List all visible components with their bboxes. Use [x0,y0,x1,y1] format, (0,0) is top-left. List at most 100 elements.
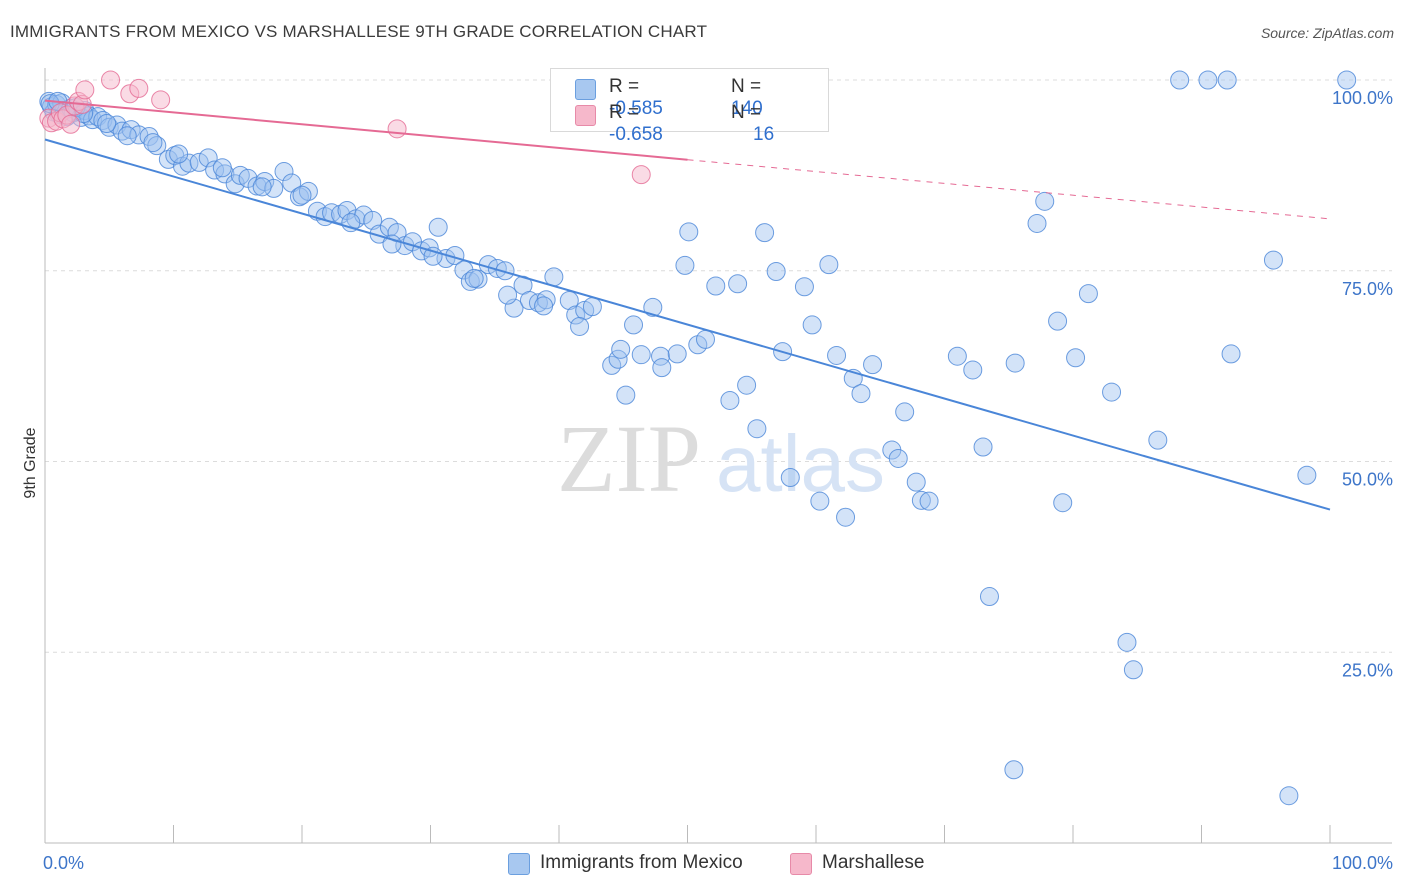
data-point [198,148,218,168]
data-point [189,152,209,172]
y-tick-label: 75.0% [1342,279,1393,299]
source-label: Source: ZipAtlas.com [1260,25,1394,41]
data-point [534,296,554,316]
data-point [1117,632,1137,652]
data-point [679,222,699,242]
data-point [1027,213,1047,233]
legend-n-value: 16 [753,124,775,145]
grid-lines [45,79,1392,653]
data-point [1221,344,1241,364]
legend-swatch-marshallese [575,105,596,126]
data-point [643,297,663,317]
data-point [151,90,171,110]
data-point [780,468,800,488]
data-point [888,448,908,468]
data-point [528,293,548,313]
data-point [728,274,748,294]
data-point [851,384,871,404]
data-point [979,587,999,607]
trend-line [44,99,688,161]
data-point [1048,311,1068,331]
data-point [1148,430,1168,450]
series-1-points [39,70,651,185]
data-point [706,276,726,296]
data-point [107,115,127,135]
data-point [819,255,839,275]
data-point [117,126,137,146]
data-point [495,261,515,281]
data-point [1123,660,1143,680]
data-point [695,329,715,349]
x-tick-label: 0.0% [43,853,84,873]
series-label-marshallese: Marshallese [822,852,925,873]
data-point [566,305,586,325]
data-point [1170,70,1190,90]
y-tick-label: 100.0% [1332,88,1393,108]
data-point [582,297,602,317]
legend-swatch-mexico [575,79,596,100]
data-point [631,165,651,185]
axes [44,68,1392,844]
data-point [1078,284,1098,304]
data-point [498,285,518,305]
data-point [75,80,95,100]
data-point [611,339,631,359]
watermark-zip: ZIP [557,405,701,512]
data-point [794,277,814,297]
data-point [1198,70,1218,90]
data-point [631,345,651,365]
data-point [616,385,636,405]
data-point [212,158,232,178]
data-point [1005,353,1025,373]
data-point [827,345,847,365]
series-legend: Immigrants from Mexico Marshallese [0,851,1406,877]
data-point [747,419,767,439]
legend-r-value: -0.658 [609,124,663,145]
data-point [1263,250,1283,270]
trend-line-extension [687,159,1331,220]
data-point [387,119,407,139]
data-point [766,262,786,282]
watermark: ZIP atlas [557,405,885,512]
data-point [487,258,507,278]
data-point [169,144,189,164]
data-point [895,402,915,422]
series-0-points [39,70,1357,806]
data-point [1066,348,1086,368]
data-point [973,437,993,457]
data-point [61,114,81,134]
data-point [1102,382,1122,402]
legend-r-label: R = [609,102,640,123]
data-point [652,358,672,378]
data-point [1217,70,1237,90]
x-tick-label: 100.0% [1332,853,1393,873]
data-point [810,491,830,511]
data-point [963,360,983,380]
legend-n-value: 140 [731,98,763,119]
data-point [720,390,740,410]
data-point [737,375,757,395]
data-point [675,255,695,275]
y-tick-label: 25.0% [1342,660,1393,680]
data-point [1279,786,1299,806]
data-point [252,177,272,197]
data-point [570,316,590,336]
data-point [464,268,484,288]
data-point [274,162,294,182]
data-point [205,160,225,180]
data-point [906,472,926,492]
data-point [292,185,312,205]
legend-n-label: N = [731,102,762,123]
data-point [919,491,939,511]
data-point [1004,760,1024,780]
y-axis-label: 9th Grade [22,427,39,498]
series-swatch-mexico [508,853,530,875]
legend-n-label: N = [731,76,762,97]
data-point [101,70,121,90]
data-point [147,136,167,156]
tick-labels: 100.0% 75.0% 50.0% 25.0% 0.0% 100.0% [43,88,1393,873]
y-tick-label: 50.0% [1342,470,1393,490]
legend-r-value: -0.585 [609,98,663,119]
stats-legend: R = -0.585 N = 140 R = -0.658 N = 16 [550,68,829,145]
